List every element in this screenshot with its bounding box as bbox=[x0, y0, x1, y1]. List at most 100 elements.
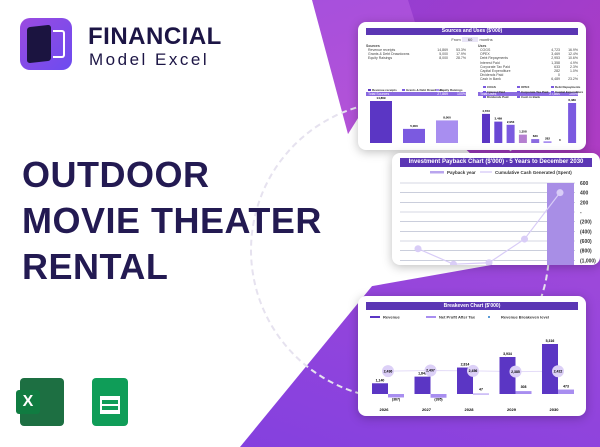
breakeven-point bbox=[509, 365, 522, 378]
legend-label: Dividends Paid bbox=[487, 95, 509, 99]
x-tick-label: 2027 bbox=[422, 407, 432, 412]
net-profit-label: (367) bbox=[392, 397, 400, 401]
legend-swatch bbox=[483, 96, 486, 98]
payback-chart: Payback year Cumulative Cash Generated (S… bbox=[400, 170, 596, 265]
legend-label: Grants & Debt Drawdowns bbox=[406, 88, 444, 92]
table-total-row: Total Sources 27,869 100% bbox=[366, 92, 466, 96]
breakeven-label: 2,456 bbox=[469, 369, 478, 373]
table: Uses COGS 4,723 16.9% OPEX 3,469 12.4% Debt Rep… bbox=[478, 44, 578, 96]
legend-label: Revenue bbox=[383, 315, 400, 320]
breakeven-chart: Revenue Net Profit After Tax Revenue Break… bbox=[370, 315, 574, 412]
data-point bbox=[556, 189, 564, 197]
brand-name: FINANCIAL bbox=[88, 23, 222, 50]
bar bbox=[494, 121, 503, 143]
bar-label: 4,723 bbox=[482, 109, 490, 113]
legend-label: Equity Raisings bbox=[440, 88, 463, 92]
breakeven-point bbox=[424, 364, 437, 377]
excel-icon: X bbox=[16, 378, 64, 426]
bar bbox=[518, 134, 527, 143]
sources-uses-charts: Revenue receipts Grants & Debt DrawdownsE… bbox=[368, 85, 584, 143]
revenue-label: 1,848 bbox=[418, 372, 427, 376]
legend-swatch bbox=[517, 86, 520, 88]
legend-swatch bbox=[402, 89, 405, 91]
x-tick-label: 2030 bbox=[550, 407, 560, 412]
revenue-label: 5,316 bbox=[546, 339, 555, 343]
breakeven-label: 2,422 bbox=[554, 369, 563, 373]
legend-swatch bbox=[426, 316, 436, 318]
table: Sources Revenue receipts 14,869 53.3% Grants… bbox=[366, 44, 466, 96]
bar bbox=[436, 120, 458, 143]
legend-swatch bbox=[517, 91, 520, 93]
revenue-label: 3,934 bbox=[503, 352, 512, 356]
legend-label: Capital Expenditure bbox=[555, 90, 584, 94]
breakeven-point bbox=[552, 365, 564, 378]
legend-swatch bbox=[483, 86, 486, 88]
legend-label: Cash in Bank bbox=[521, 95, 540, 99]
legend-swatch bbox=[430, 171, 444, 174]
legend-swatch bbox=[551, 91, 554, 93]
legend-label: Net Profit After Tax bbox=[439, 315, 476, 320]
y-tick-label: - bbox=[580, 210, 582, 216]
revenue-bar bbox=[542, 344, 558, 394]
table-row: Interest Paid 1,358 4.9% bbox=[480, 60, 578, 65]
legend-label: Payback year bbox=[447, 170, 476, 175]
bar bbox=[531, 139, 540, 143]
breakeven-label: 2,385 bbox=[511, 370, 520, 374]
google-sheets-icon bbox=[92, 378, 128, 426]
net-profit-bar bbox=[430, 394, 447, 398]
data-point bbox=[450, 260, 457, 265]
net-profit-bar bbox=[388, 394, 404, 398]
breakeven-point bbox=[467, 364, 479, 377]
data-point bbox=[414, 245, 422, 253]
x-tick-label: 2029 bbox=[507, 407, 517, 412]
bar bbox=[370, 101, 392, 143]
breakeven-card: Breakeven Chart ($'000) Revenue Net Profi… bbox=[358, 296, 586, 416]
y-tick-label: 600 bbox=[580, 181, 589, 187]
bar-label: 5,000 bbox=[410, 124, 418, 128]
net-profit-bar bbox=[473, 393, 489, 395]
breakeven-point bbox=[382, 365, 394, 378]
y-tick-label: 400 bbox=[580, 191, 589, 197]
net-profit-label: 47 bbox=[479, 388, 483, 392]
table-row: Debt Repayments 2,953 10.6% bbox=[480, 56, 578, 61]
from-label: From bbox=[451, 37, 461, 42]
x-tick-label: 2028 bbox=[465, 407, 475, 412]
revenue-label: 2,814 bbox=[461, 363, 470, 367]
brand-tagline: Model Excel bbox=[89, 50, 210, 69]
bar bbox=[482, 113, 490, 143]
bar-label: 0 bbox=[559, 138, 561, 142]
legend-label: Revenue Breakeven level bbox=[501, 315, 549, 320]
y-tick-label: (800) bbox=[580, 249, 592, 255]
title-line: MOVIE THEATER bbox=[22, 200, 322, 241]
legend-label: Cumulative Cash Generated (Spent) bbox=[495, 170, 572, 175]
bar-label: 8,000 bbox=[443, 115, 451, 119]
table-header: Uses bbox=[478, 44, 487, 48]
net-profit-label: (395) bbox=[434, 398, 442, 402]
y-tick-label: (1,000) bbox=[580, 258, 596, 264]
table-row: Grants & Debt Drawdowns 5,000 17.9% bbox=[368, 52, 466, 57]
card-title: Breakeven Chart ($'000) bbox=[366, 302, 578, 310]
page-title: OUTDOOR MOVIE THEATER RENTAL bbox=[22, 152, 322, 290]
x-tick-label: 2026 bbox=[380, 407, 390, 412]
bar bbox=[568, 103, 577, 143]
title-line: RENTAL bbox=[22, 246, 169, 287]
legend-label: Interest Paid bbox=[487, 90, 505, 94]
table-header: Sources bbox=[366, 44, 380, 48]
table-row: Equity Raisings 8,000 28.7% bbox=[368, 56, 466, 61]
table-row: Dividends Paid 0- bbox=[480, 73, 578, 78]
legend-swatch bbox=[368, 89, 371, 91]
revenue-label: 1,140 bbox=[376, 378, 385, 382]
legend-label: Revenue receipts bbox=[372, 88, 397, 92]
legend-label: Corporate Tax Paid bbox=[521, 90, 548, 94]
period-input[interactable]: 60 bbox=[461, 37, 479, 42]
legend-swatch bbox=[488, 316, 490, 318]
cumulative-line bbox=[417, 192, 561, 265]
y-tick-label: (200) bbox=[580, 220, 592, 226]
excel-letter: X bbox=[16, 390, 40, 414]
y-tick-label: 200 bbox=[580, 200, 589, 206]
revenue-bar bbox=[499, 356, 516, 394]
table-row: OPEX 3,469 12.4% bbox=[480, 52, 578, 57]
y-tick-label: (600) bbox=[580, 239, 592, 245]
bar-label: 633 bbox=[533, 134, 538, 138]
logo-icon bbox=[20, 18, 72, 70]
